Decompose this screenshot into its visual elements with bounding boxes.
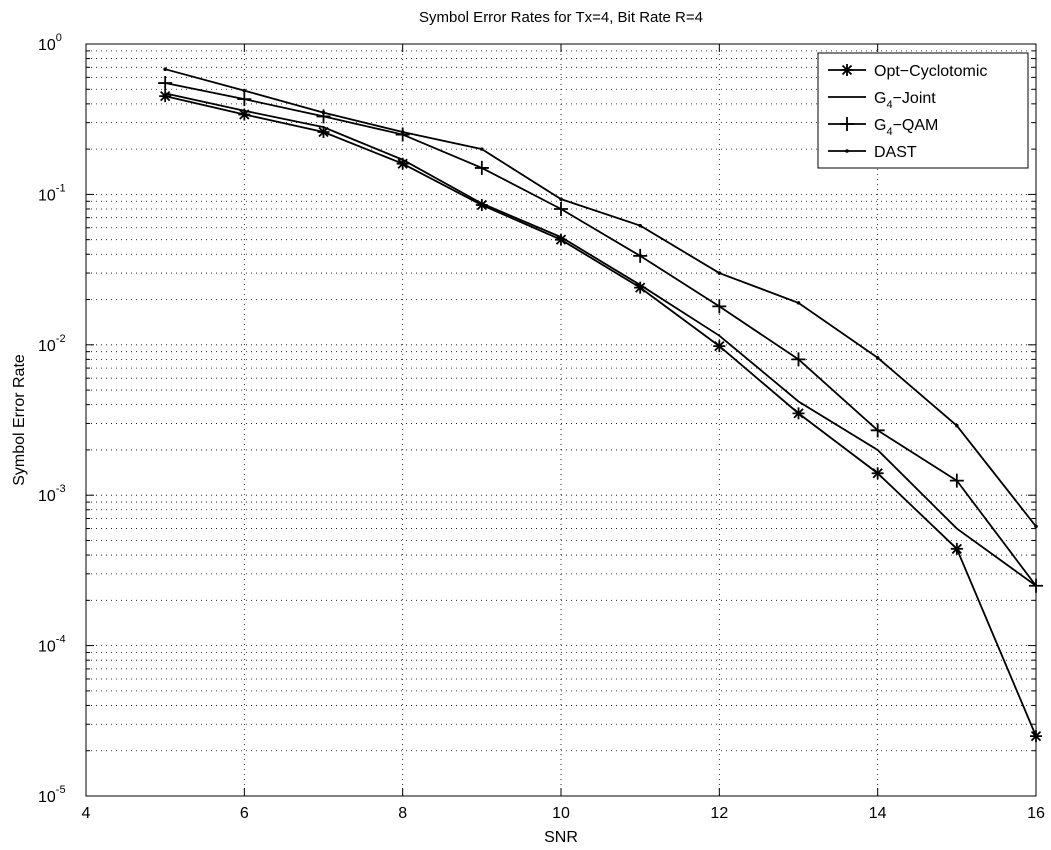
plus-marker bbox=[633, 248, 648, 263]
asterisk-marker bbox=[950, 542, 963, 555]
plus-marker bbox=[949, 473, 964, 488]
dot-marker bbox=[163, 67, 167, 71]
x-tick-label: 8 bbox=[398, 805, 407, 822]
legend-entry-1: Opt−Cyclotomic bbox=[828, 63, 987, 80]
plus-marker bbox=[237, 92, 252, 107]
x-tick-label: 4 bbox=[82, 805, 91, 822]
x-tick-label: 12 bbox=[710, 805, 728, 822]
asterisk-marker bbox=[634, 281, 647, 294]
asterisk-marker bbox=[1030, 730, 1042, 743]
y-tick-label: 100 bbox=[38, 32, 62, 54]
asterisk-marker bbox=[238, 108, 251, 121]
y-tick-label: 10-4 bbox=[38, 634, 66, 656]
x-tick-label: 14 bbox=[869, 805, 887, 822]
x-tick-label: 16 bbox=[1027, 805, 1045, 822]
series-line bbox=[164, 82, 1037, 587]
legend-label: G4−Joint bbox=[874, 90, 936, 111]
series-4 bbox=[163, 67, 1038, 529]
series-1 bbox=[159, 90, 1042, 743]
x-tick-label: 10 bbox=[552, 805, 570, 822]
dot-marker bbox=[400, 130, 405, 134]
asterisk-marker bbox=[555, 233, 567, 246]
plus-marker bbox=[1029, 578, 1043, 593]
legend-entry-4: DAST bbox=[828, 144, 917, 161]
series-line bbox=[164, 68, 1037, 527]
plus-marker bbox=[791, 352, 806, 367]
legend: Opt−Cyclotomic G4−Joint G4−QAM DAST bbox=[817, 52, 1029, 169]
series-line bbox=[164, 92, 1037, 587]
x-axis-label: SNR bbox=[544, 829, 578, 846]
asterisk-marker bbox=[713, 340, 726, 353]
y-tick-label: 10-2 bbox=[38, 333, 66, 355]
dot-marker bbox=[321, 110, 326, 115]
y-axis-label: Symbol Error Rate bbox=[11, 354, 28, 486]
plus-marker bbox=[554, 201, 568, 216]
dot-marker bbox=[1034, 524, 1038, 529]
plus-marker bbox=[870, 423, 885, 438]
legend-label: Opt−Cyclotomic bbox=[874, 63, 987, 80]
chart-title: Symbol Error Rates for Tx=4, Bit Rate R=… bbox=[419, 9, 703, 26]
y-tick-label: 10-1 bbox=[38, 182, 66, 204]
legend-entry-3: G4−QAM bbox=[828, 117, 938, 138]
dot-marker bbox=[796, 301, 801, 305]
asterisk-marker bbox=[475, 199, 488, 212]
asterisk-marker bbox=[396, 157, 409, 170]
plus-marker bbox=[395, 127, 410, 142]
plus-marker bbox=[474, 160, 489, 175]
dot-marker bbox=[638, 223, 642, 228]
dot-marker bbox=[845, 149, 849, 153]
asterisk-marker bbox=[871, 467, 884, 480]
series-3 bbox=[158, 76, 1043, 593]
plus-marker bbox=[712, 299, 727, 314]
dot-marker bbox=[717, 271, 722, 275]
y-tick-label: 10-5 bbox=[38, 784, 66, 806]
plus-marker bbox=[840, 117, 854, 131]
legend-label: DAST bbox=[874, 144, 917, 161]
dot-marker bbox=[559, 197, 563, 201]
asterisk-marker bbox=[317, 125, 330, 138]
dot-marker bbox=[480, 147, 484, 151]
series-2 bbox=[164, 92, 1037, 587]
y-tick-label: 10-3 bbox=[38, 483, 66, 505]
series-group bbox=[158, 67, 1043, 743]
asterisk-marker bbox=[159, 90, 172, 103]
series-line bbox=[164, 95, 1037, 737]
legend-label: G4−QAM bbox=[874, 117, 938, 138]
asterisk-marker bbox=[792, 407, 805, 420]
dot-marker bbox=[242, 88, 247, 93]
legend-box bbox=[817, 52, 1029, 169]
x-tick-label: 6 bbox=[240, 805, 249, 822]
legend-entry-2: G4−Joint bbox=[828, 90, 936, 111]
dot-marker bbox=[955, 423, 959, 428]
asterisk-marker bbox=[841, 64, 853, 76]
axis-ticks: 4 6 8 10 12 14 16 100 10-1 10-2 10-3 10-4 10-5 bbox=[38, 32, 1045, 822]
plus-marker bbox=[158, 76, 173, 91]
dot-marker bbox=[875, 355, 880, 360]
